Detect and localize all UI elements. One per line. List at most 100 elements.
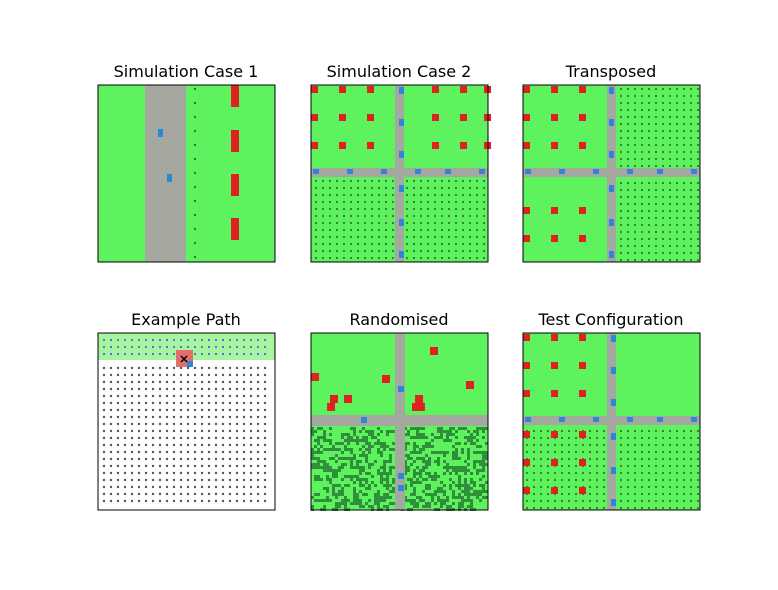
crop-dot <box>696 471 700 475</box>
crop-dot <box>640 94 644 98</box>
crop-dot <box>412 179 416 183</box>
crop-dot <box>539 492 543 496</box>
crop-patch <box>377 439 380 442</box>
grid-map <box>97 84 276 263</box>
crop-patch <box>317 442 320 445</box>
crop-patch <box>428 484 431 487</box>
crop-dot <box>619 492 623 496</box>
crop-patch <box>413 436 416 439</box>
crop-dot <box>619 164 623 168</box>
crop-patch <box>314 457 317 460</box>
crop-dot <box>335 228 339 232</box>
crop-patch <box>434 472 437 475</box>
crop-dot <box>661 478 665 482</box>
crop-dot <box>647 164 651 168</box>
grid-dot <box>172 443 176 447</box>
crop-patch <box>350 436 353 439</box>
crop-dot <box>412 207 416 211</box>
crop-dot <box>314 214 318 218</box>
path-dot <box>242 352 246 356</box>
grid-dot <box>207 464 211 468</box>
grid-dot <box>172 485 176 489</box>
crop-dot <box>602 450 606 454</box>
crop-dot <box>696 436 700 440</box>
grid-dot <box>214 443 218 447</box>
crop-dot <box>682 202 686 206</box>
grid-dot <box>158 394 162 398</box>
grid-map <box>310 332 489 511</box>
crop-patch <box>344 463 347 466</box>
crop-dot <box>654 202 658 206</box>
crop-patch <box>464 472 467 475</box>
crop-dot <box>405 186 409 190</box>
vehicle-marker <box>523 142 530 149</box>
crop-dot <box>475 200 479 204</box>
grid-dot <box>165 485 169 489</box>
crop-dot <box>689 443 693 447</box>
crop-dot <box>447 256 451 260</box>
grid-dot <box>172 387 176 391</box>
crop-dot <box>647 429 651 433</box>
crop-dot <box>668 237 672 241</box>
grid-dot <box>235 492 239 496</box>
crop-dot <box>633 195 637 199</box>
crop-dot <box>654 450 658 454</box>
crop-dot <box>675 464 679 468</box>
grid-dot <box>116 464 120 468</box>
crop-dot <box>654 150 658 154</box>
crop-dot <box>682 436 686 440</box>
grid-dot <box>102 373 106 377</box>
grid-dot <box>242 464 246 468</box>
crop-dot <box>468 186 472 190</box>
crop-dot <box>689 244 693 248</box>
crop-patch <box>341 502 344 505</box>
crop-dot <box>696 115 700 119</box>
crop-dot <box>546 429 550 433</box>
crop-dot <box>426 256 430 260</box>
crop-dot <box>661 499 665 503</box>
crop-patch <box>335 496 338 499</box>
crop-patch <box>404 469 407 472</box>
crop-dot <box>370 179 374 183</box>
crop-dot <box>447 207 451 211</box>
grid-dot <box>221 366 225 370</box>
crop-dot <box>668 164 672 168</box>
crop-dot <box>640 251 644 255</box>
crop-patch <box>383 478 386 481</box>
grid-dot <box>102 415 106 419</box>
crop-patch <box>455 442 458 445</box>
grid-dot <box>235 373 239 377</box>
grid-dot <box>207 436 211 440</box>
crop-dot <box>633 87 637 91</box>
crop-dot <box>419 193 423 197</box>
crop-dot <box>668 87 672 91</box>
agent-marker <box>445 169 451 174</box>
crop-dot <box>602 443 606 447</box>
crop-patch <box>350 466 353 469</box>
grid-dot <box>102 429 106 433</box>
grid-dot <box>221 401 225 405</box>
crop-dot <box>588 499 592 503</box>
crop-patch <box>455 454 458 457</box>
crop-dot <box>654 436 658 440</box>
crop-dot <box>321 242 325 246</box>
crop-dot <box>675 429 679 433</box>
crop-dot <box>647 244 651 248</box>
crop-dot <box>328 200 332 204</box>
crop-dot <box>335 193 339 197</box>
crop-dot <box>433 193 437 197</box>
crop-dot <box>426 242 430 246</box>
agent-marker <box>313 169 319 174</box>
vehicle-marker <box>460 114 467 121</box>
crop-patch <box>368 466 371 469</box>
crop-dot <box>588 429 592 433</box>
grid-dot <box>102 457 106 461</box>
grid-dot <box>172 401 176 405</box>
grid-dot <box>256 373 260 377</box>
vehicle-marker <box>579 114 586 121</box>
crop-patch <box>428 502 431 505</box>
crop-dot <box>682 230 686 234</box>
crop-patch <box>467 439 470 442</box>
grid-dot <box>109 464 113 468</box>
grid-dot <box>137 485 141 489</box>
